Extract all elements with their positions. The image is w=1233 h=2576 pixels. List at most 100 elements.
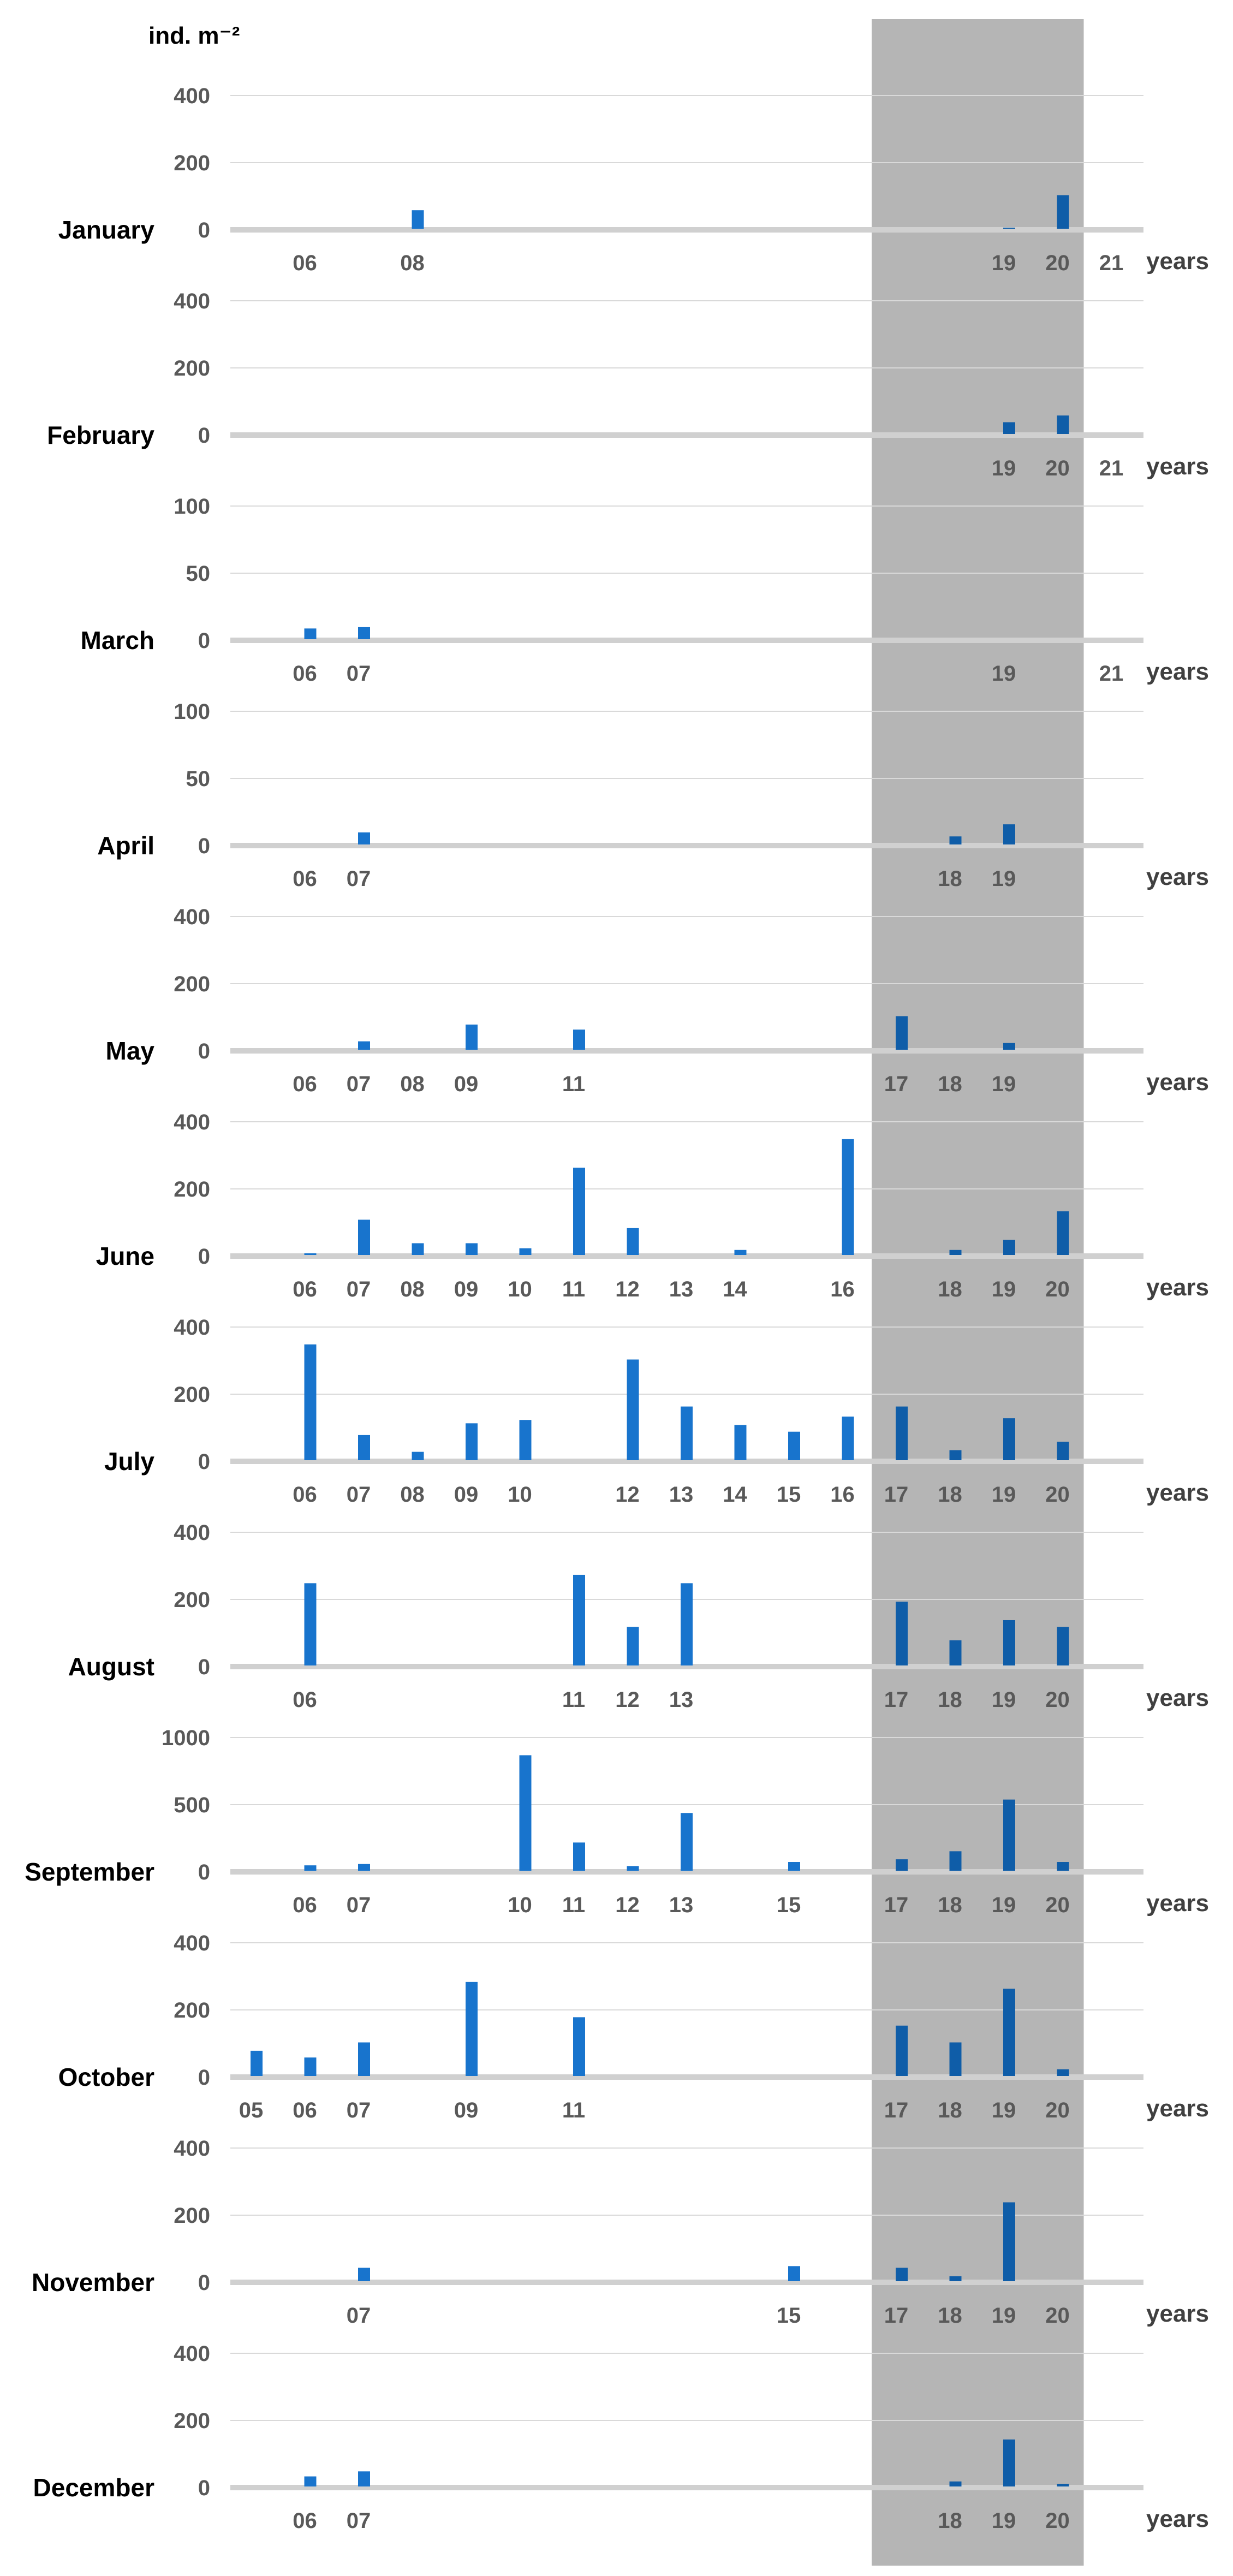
bar-december-18 xyxy=(949,2481,962,2486)
x-tick-label: 14 xyxy=(723,1277,747,1301)
bar-february-20 xyxy=(1057,415,1069,434)
panel-may: 400 200 0 06 07 08 09 11 17 18 19 years May xyxy=(106,905,1210,1096)
x-tick-label: 21 xyxy=(1099,456,1124,480)
y-tick-label: 400 xyxy=(174,289,210,313)
bar-may-09 xyxy=(466,1024,478,1050)
x-axis-unit: years xyxy=(1146,453,1209,480)
x-tick-label: 07 xyxy=(347,1483,371,1507)
x-tick-label: 06 xyxy=(293,1483,317,1507)
x-tick-label: 18 xyxy=(938,1893,962,1917)
x-tick-label: 17 xyxy=(884,1072,909,1096)
x-tick-label: 06 xyxy=(293,1688,317,1712)
bar-july-08 xyxy=(412,1451,424,1460)
bar-october-09 xyxy=(466,1982,478,2076)
y-tick-label: 400 xyxy=(174,2137,210,2161)
bar-october-11 xyxy=(573,2017,585,2076)
x-tick-label: 05 xyxy=(239,2098,264,2122)
bar-october-05 xyxy=(251,2050,263,2076)
month-label: November xyxy=(32,2268,154,2297)
y-tick-label: 0 xyxy=(198,1039,210,1063)
x-tick-label: 12 xyxy=(615,1483,640,1507)
bar-september-19 xyxy=(1003,1799,1015,1871)
month-label: July xyxy=(104,1447,154,1476)
x-tick-label: 20 xyxy=(1045,1277,1070,1301)
y-unit-label: ind. m⁻² xyxy=(148,22,240,49)
x-tick-label: 19 xyxy=(992,1688,1016,1712)
x-tick-label: 08 xyxy=(400,1483,425,1507)
bar-june-18 xyxy=(949,1250,962,1255)
y-tick-label: 100 xyxy=(174,700,210,724)
bar-july-12 xyxy=(627,1359,639,1460)
bar-may-17 xyxy=(896,1016,908,1050)
x-axis-unit: years xyxy=(1146,658,1209,685)
x-tick-label: 18 xyxy=(938,1483,962,1507)
bar-october-17 xyxy=(896,2025,908,2076)
x-tick-label: 06 xyxy=(293,1277,317,1301)
bar-november-17 xyxy=(896,2268,908,2281)
bar-june-06 xyxy=(304,1253,317,1255)
x-tick-label: 06 xyxy=(293,1072,317,1096)
y-tick-label: 400 xyxy=(174,1931,210,1955)
x-tick-label: 18 xyxy=(938,1688,962,1712)
month-label: February xyxy=(47,421,154,449)
y-tick-label: 0 xyxy=(198,834,210,858)
y-tick-label: 500 xyxy=(174,1793,210,1817)
bar-january-20 xyxy=(1057,195,1069,229)
x-tick-label: 19 xyxy=(992,2509,1016,2533)
y-tick-label: 100 xyxy=(174,495,210,519)
panel-february: 400 200 0 19 20 21 years February xyxy=(47,289,1209,480)
bar-august-17 xyxy=(896,1602,908,1665)
y-tick-label: 0 xyxy=(198,2066,210,2090)
x-tick-label: 07 xyxy=(347,1072,371,1096)
bar-march-07 xyxy=(358,627,370,639)
x-tick-label: 18 xyxy=(938,2304,962,2328)
x-tick-label: 07 xyxy=(347,1893,371,1917)
bar-september-12 xyxy=(627,1866,639,1871)
bar-june-19 xyxy=(1003,1240,1015,1255)
y-tick-label: 0 xyxy=(198,424,210,448)
y-tick-label: 200 xyxy=(174,2204,210,2228)
x-axis-unit: years xyxy=(1146,1890,1209,1917)
x-tick-label: 17 xyxy=(884,1688,909,1712)
x-tick-label: 08 xyxy=(400,1072,425,1096)
bar-september-17 xyxy=(896,1859,908,1871)
x-tick-label: 07 xyxy=(347,2509,371,2533)
panel-july: 400 200 0 06 07 08 09 10 12 13 14 15 16 17 18 19 20 years… xyxy=(104,1316,1209,1507)
y-tick-label: 0 xyxy=(198,2271,210,2295)
y-tick-label: 0 xyxy=(198,1450,210,1474)
x-tick-label: 17 xyxy=(884,1483,909,1507)
bar-june-08 xyxy=(412,1243,424,1255)
y-tick-label: 0 xyxy=(198,1245,210,1269)
bar-september-06 xyxy=(304,1865,317,1871)
x-tick-label: 21 xyxy=(1099,662,1124,686)
panel-december: 400 200 0 06 07 18 19 20 years December xyxy=(33,2342,1209,2533)
y-tick-label: 400 xyxy=(174,1316,210,1340)
x-axis-unit: years xyxy=(1146,2300,1209,2327)
bar-november-15 xyxy=(788,2266,800,2281)
x-tick-label: 16 xyxy=(830,1483,855,1507)
x-tick-label: 10 xyxy=(508,1893,532,1917)
month-label: May xyxy=(106,1037,155,1065)
bar-december-07 xyxy=(358,2471,370,2486)
bar-july-19 xyxy=(1003,1418,1015,1460)
x-tick-label: 12 xyxy=(615,1277,640,1301)
bar-october-06 xyxy=(304,2057,317,2076)
x-tick-label: 06 xyxy=(293,662,317,686)
month-label: March xyxy=(81,626,154,655)
bar-july-13 xyxy=(681,1406,693,1460)
x-tick-label: 18 xyxy=(938,2098,962,2122)
x-tick-label: 13 xyxy=(669,1277,694,1301)
bar-october-19 xyxy=(1003,1989,1015,2076)
bar-june-16 xyxy=(842,1139,854,1255)
panel-september: 1000 500 0 06 07 10 11 12 13 15 17 18 19 20 years Septe… xyxy=(25,1726,1209,1917)
x-axis-unit: years xyxy=(1146,864,1209,890)
x-axis-unit: years xyxy=(1146,1685,1209,1711)
y-tick-label: 0 xyxy=(198,629,210,653)
y-tick-label: 400 xyxy=(174,1521,210,1545)
x-tick-label: 19 xyxy=(992,1072,1016,1096)
bar-june-14 xyxy=(734,1250,747,1255)
y-tick-label: 400 xyxy=(174,905,210,929)
month-label: December xyxy=(33,2473,155,2502)
x-tick-label: 21 xyxy=(1099,251,1124,275)
